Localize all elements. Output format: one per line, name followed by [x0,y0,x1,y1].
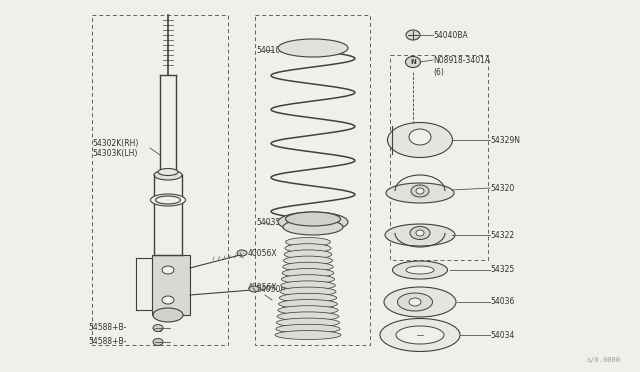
Ellipse shape [276,324,340,333]
Bar [255,15,370,345]
Text: 54036: 54036 [490,298,515,307]
Text: 54329N: 54329N [490,135,520,144]
Ellipse shape [154,170,182,180]
FancyBboxPatch shape [152,255,190,315]
Ellipse shape [386,183,454,203]
Ellipse shape [385,224,455,246]
Ellipse shape [279,293,337,302]
Ellipse shape [283,262,333,271]
Text: 54325: 54325 [490,266,515,275]
Ellipse shape [162,296,174,304]
Ellipse shape [278,39,348,57]
Ellipse shape [153,324,163,331]
Text: 40056X: 40056X [248,248,278,257]
Ellipse shape [416,230,424,236]
Ellipse shape [409,298,421,306]
Ellipse shape [282,269,334,278]
Ellipse shape [156,196,180,204]
Ellipse shape [406,30,420,40]
Ellipse shape [397,293,433,311]
Text: 54320: 54320 [490,183,515,192]
Ellipse shape [285,244,331,253]
Ellipse shape [392,261,447,279]
Ellipse shape [281,281,335,290]
Ellipse shape [387,122,452,157]
Ellipse shape [284,250,332,259]
Text: 54303K(LH): 54303K(LH) [92,148,138,157]
Text: 54588+B-: 54588+B- [88,324,126,333]
Text: N: N [410,59,416,65]
Ellipse shape [277,312,339,321]
Text: (6): (6) [433,67,444,77]
Ellipse shape [406,57,420,67]
Ellipse shape [275,330,341,340]
Bar [390,55,488,260]
Ellipse shape [237,250,247,256]
Ellipse shape [158,169,178,176]
Ellipse shape [249,286,259,292]
Text: 54322: 54322 [490,231,514,240]
Ellipse shape [283,219,343,235]
Text: 54302K(RH): 54302K(RH) [92,138,138,148]
Ellipse shape [276,318,339,327]
Ellipse shape [278,299,337,308]
Ellipse shape [285,237,330,247]
Text: s/0.0000: s/0.0000 [586,357,620,363]
Ellipse shape [278,306,338,315]
Ellipse shape [285,212,340,226]
Ellipse shape [380,318,460,352]
Text: 54040BA: 54040BA [433,31,468,39]
Ellipse shape [416,188,424,194]
Ellipse shape [162,266,174,274]
Text: N08918-3401A: N08918-3401A [433,55,490,64]
Ellipse shape [396,326,444,344]
Ellipse shape [409,129,431,145]
Ellipse shape [153,339,163,346]
Bar [92,15,228,345]
Ellipse shape [278,212,348,232]
Ellipse shape [406,266,434,274]
Text: 54010M: 54010M [256,45,287,55]
Text: 54035: 54035 [256,218,280,227]
Text: 54588+B-: 54588+B- [88,337,126,346]
Ellipse shape [284,256,333,265]
Ellipse shape [280,287,336,296]
Ellipse shape [150,194,186,206]
Ellipse shape [411,185,429,197]
Ellipse shape [410,227,430,240]
Text: 54050M: 54050M [256,285,287,295]
Ellipse shape [153,308,183,322]
Text: 40056X: 40056X [248,283,278,292]
Ellipse shape [282,275,335,284]
Ellipse shape [384,287,456,317]
Text: 54034: 54034 [490,330,515,340]
